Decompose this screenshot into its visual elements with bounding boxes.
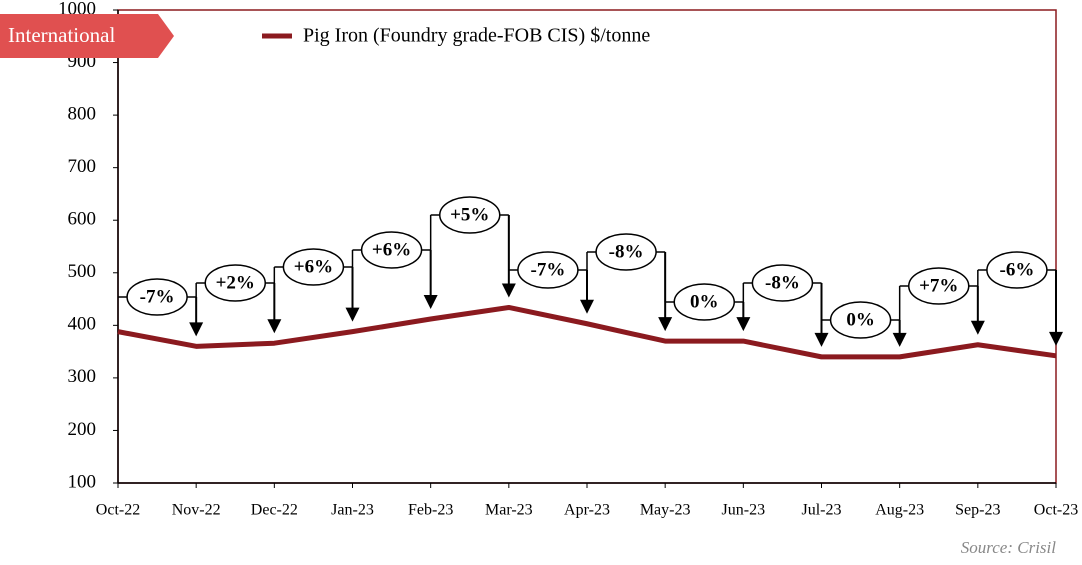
y-tick-label: 100: [68, 471, 97, 492]
annotation: -8%: [765, 272, 800, 293]
annotation-bubble: [517, 251, 579, 289]
arrow-head: [1049, 331, 1063, 346]
annotation: +6%: [294, 256, 333, 277]
x-tick-label: Apr-23: [564, 502, 610, 519]
y-tick-label: 700: [68, 156, 97, 177]
plot-frame: [117, 9, 1057, 484]
y-tick-label: 400: [68, 314, 97, 335]
x-tick-label: Jul-23: [802, 502, 842, 519]
tag-label: International: [8, 23, 115, 47]
annotation: -8%: [609, 241, 644, 262]
annotation-bubble: [595, 233, 657, 271]
source: Source: Crisil: [961, 538, 1057, 557]
arrow-head: [814, 332, 829, 347]
arrow-head: [892, 332, 907, 347]
annotation-bubble: [751, 264, 814, 302]
data-line: [117, 304, 1057, 360]
annotation-bubble: [908, 267, 970, 305]
arrow-head: [345, 307, 360, 322]
x-tick-label: Oct-23: [1034, 502, 1078, 519]
x-tick-label: Oct-22: [96, 502, 140, 519]
x-tick-label: Jun-23: [722, 502, 766, 519]
annotation-bubble: [829, 301, 892, 339]
annotation: 0%: [690, 291, 719, 312]
annotation: 0%: [846, 309, 875, 330]
annotation: -7%: [140, 286, 175, 307]
annotation: +2%: [216, 272, 255, 293]
y-tick-label: 600: [68, 209, 97, 230]
annotation: +5%: [450, 204, 489, 225]
annotation: -7%: [531, 259, 566, 280]
annotation: -6%: [1000, 259, 1035, 280]
x-tick-label: Dec-22: [251, 502, 298, 519]
y-tick-label: 200: [68, 419, 97, 440]
legend-label: Pig Iron (Foundry grade-FOB CIS) $/tonne: [303, 25, 650, 47]
x-tick-label: Jan-23: [331, 502, 374, 519]
arrow-head: [189, 322, 204, 337]
annotation: +7%: [919, 275, 958, 296]
annotation-bubble: [986, 251, 1048, 289]
arrow-head: [423, 295, 438, 310]
x-tick-label: Feb-23: [408, 502, 453, 519]
tag: [0, 14, 174, 58]
y-tick-label: 500: [68, 261, 97, 282]
y-tick-label: 300: [68, 366, 97, 387]
annotation: +6%: [372, 239, 411, 260]
arrow-head: [501, 283, 516, 298]
y-tick-label: 800: [68, 103, 97, 124]
annotation-bubble: [204, 264, 266, 302]
annotation-bubble: [673, 283, 735, 321]
x-tick-label: Mar-23: [485, 502, 533, 519]
x-tick-label: May-23: [640, 502, 691, 519]
arrow-head: [736, 317, 751, 332]
x-tick-label: Aug-23: [875, 502, 924, 519]
annotation-bubble: [126, 278, 188, 316]
x-tick-label: Sep-23: [955, 502, 1000, 519]
annotation-bubble: [360, 231, 423, 269]
arrow-head: [970, 320, 985, 335]
annotation-bubble: [282, 248, 345, 286]
x-tick-label: Nov-22: [172, 502, 221, 519]
annotation-bubble: [439, 196, 501, 234]
arrow-head: [658, 317, 673, 332]
arrow-head: [580, 299, 594, 314]
arrow-head: [267, 319, 282, 334]
